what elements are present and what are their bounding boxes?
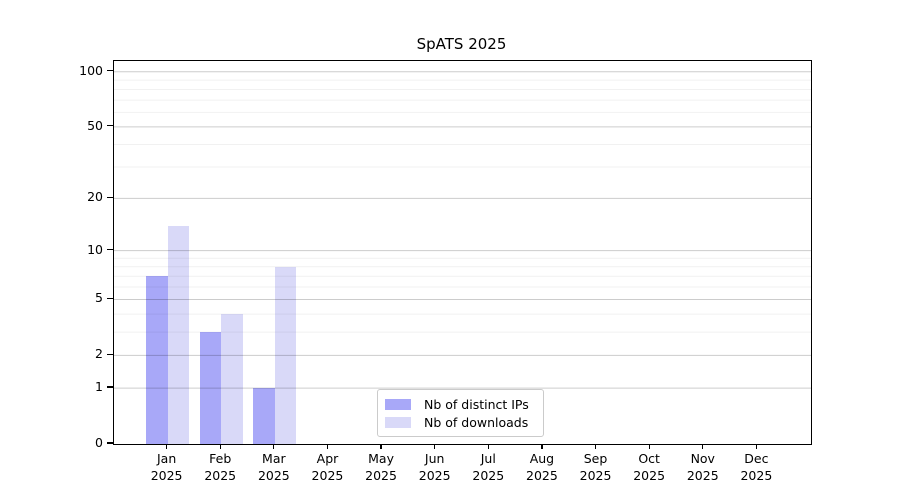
bar-downloads-jan — [167, 225, 190, 444]
bar-downloads-feb — [221, 314, 243, 444]
y-tick-label-1: 1 — [95, 379, 103, 395]
x-tick-label-apr: Apr 2025 — [311, 451, 344, 483]
y-tick-mark — [107, 297, 113, 300]
x-tick-label-aug: Aug 2025 — [526, 451, 558, 483]
x-tick-label-sep: Sep 2025 — [579, 451, 612, 483]
y-tick-mark — [107, 386, 113, 388]
x-tick-label-nov: Nov 2025 — [686, 451, 719, 483]
x-tick-mark — [487, 444, 489, 449]
x-tick-label-oct: Oct 2025 — [633, 451, 666, 483]
legend-item-distinct-ips: Nb of distinct IPs — [385, 396, 535, 413]
x-tick-label-jan: Jan 2025 — [150, 451, 183, 483]
x-tick-mark — [755, 444, 757, 449]
y-tick-label-20: 20 — [87, 189, 103, 205]
x-tick-mark — [594, 444, 597, 449]
x-tick-mark — [434, 444, 436, 449]
x-tick-label-dec: Dec 2025 — [740, 451, 773, 483]
legend-swatch-downloads — [385, 417, 411, 428]
bar-distinct-ips-feb — [199, 332, 222, 444]
legend-swatch-distinct-ips — [385, 399, 411, 410]
legend-item-downloads: Nb of downloads — [385, 414, 535, 431]
y-tick-label-50: 50 — [87, 117, 103, 133]
bars-layer — [114, 61, 811, 444]
x-tick-mark — [702, 444, 704, 449]
x-tick-mark — [219, 444, 221, 449]
legend: Nb of distinct IPs Nb of downloads — [377, 389, 544, 437]
x-tick-mark — [273, 444, 275, 449]
x-tick-label-may: May 2025 — [365, 451, 397, 483]
bar-distinct-ips-jan — [146, 276, 168, 444]
y-tick-mark — [107, 353, 113, 355]
plot-area — [113, 60, 812, 445]
y-tick-label-100: 100 — [79, 62, 103, 78]
x-tick-label-mar: Mar 2025 — [257, 451, 290, 483]
chart-title: SpATS 2025 — [416, 35, 507, 53]
y-tick-mark — [107, 442, 113, 444]
x-tick-mark — [166, 444, 168, 449]
x-tick-mark — [541, 444, 543, 449]
x-tick-mark — [380, 444, 382, 449]
y-tick-mark — [107, 248, 113, 251]
x-tick-mark — [648, 444, 650, 449]
y-tick-label-10: 10 — [87, 241, 103, 257]
y-tick-mark — [107, 196, 113, 199]
y-tick-mark — [107, 125, 113, 127]
bar-downloads-mar — [274, 266, 297, 444]
x-tick-label-jul: Jul 2025 — [472, 451, 505, 483]
legend-label-distinct-ips: Nb of distinct IPs — [424, 397, 529, 412]
x-tick-label-feb: Feb 2025 — [204, 451, 237, 483]
y-tick-label-0: 0 — [95, 435, 103, 450]
x-tick-mark — [326, 444, 329, 449]
y-tick-label-2: 2 — [95, 346, 103, 362]
y-tick-mark — [107, 70, 113, 72]
x-tick-label-jun: Jun 2025 — [418, 451, 451, 483]
bar-distinct-ips-mar — [253, 388, 275, 444]
y-tick-label-5: 5 — [95, 290, 103, 306]
legend-label-downloads: Nb of downloads — [424, 415, 529, 430]
